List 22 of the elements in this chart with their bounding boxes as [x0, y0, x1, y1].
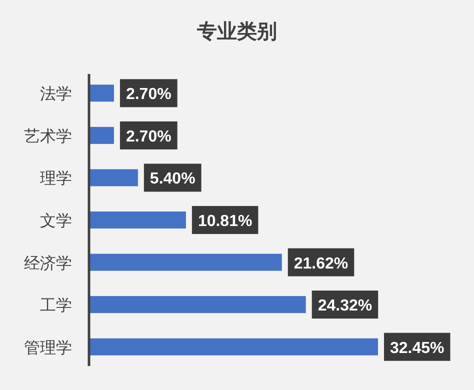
- data-label: 2.70%: [126, 128, 172, 146]
- bar: [90, 126, 114, 144]
- y-tick-label: 法学: [40, 84, 72, 104]
- bar: [90, 212, 186, 228]
- data-label: 10.81%: [198, 213, 252, 230]
- data-label: 32.45%: [390, 340, 444, 357]
- bar: [90, 84, 114, 102]
- bar: [90, 254, 282, 271]
- bar: [90, 338, 378, 356]
- y-tick-label: 理学: [40, 168, 72, 188]
- data-label: 5.40%: [150, 170, 196, 188]
- data-label: 2.70%: [126, 86, 172, 104]
- bar: [90, 169, 138, 186]
- y-tick-label: 经济学: [24, 253, 72, 272]
- chart-title: 专业类别: [196, 19, 277, 43]
- data-label: 21.62%: [294, 255, 348, 272]
- y-tick-label: 工学: [40, 296, 72, 315]
- y-tick-label: 管理学: [24, 338, 72, 357]
- data-label: 24.32%: [318, 298, 372, 315]
- y-tick-label: 文学: [40, 211, 72, 230]
- y-tick-label: 艺术学: [24, 126, 72, 146]
- bar: [90, 296, 306, 314]
